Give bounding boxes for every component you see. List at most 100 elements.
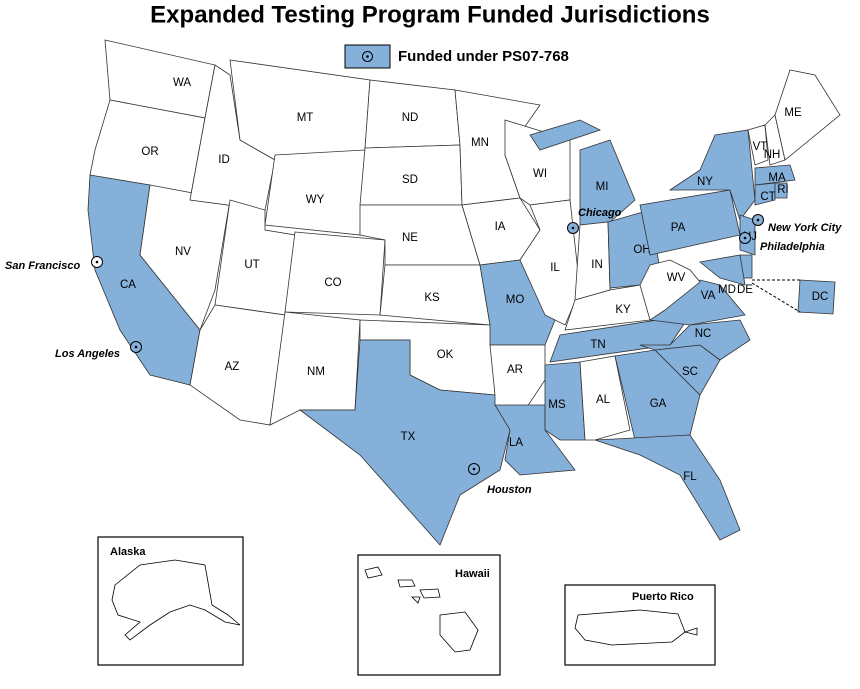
inset-label: Alaska (110, 546, 146, 558)
hawaii-shape (364, 566, 479, 653)
state (544, 361, 586, 441)
state-label: UT (244, 259, 259, 271)
state (754, 182, 776, 206)
legend: Funded under PS07-768 (344, 44, 569, 69)
state-label: ID (218, 154, 230, 166)
state (797, 279, 836, 315)
state (529, 119, 636, 226)
dc-leader (751, 282, 801, 313)
state (594, 434, 741, 541)
legend-marker-dot (366, 55, 369, 58)
state-label: DE (737, 284, 753, 296)
state (579, 355, 631, 441)
city-marker-dot (472, 467, 476, 471)
state-label: CO (324, 277, 341, 289)
city-marker-dot (743, 236, 747, 240)
city-marker-dot (756, 218, 760, 222)
state-label: NH (764, 149, 781, 161)
state (284, 231, 386, 316)
state (298, 339, 511, 546)
state-label: ND (402, 112, 419, 124)
state-label: MS (548, 399, 566, 411)
state-label: TN (590, 339, 605, 351)
alaska-shape (111, 559, 241, 641)
state-label: KS (424, 292, 440, 304)
state-label: OR (141, 146, 158, 158)
state-label: AZ (225, 361, 240, 373)
state-label: PA (671, 222, 686, 234)
state-label: CA (120, 279, 136, 291)
state (189, 64, 276, 211)
state-label: NE (402, 232, 418, 244)
state-label: OK (437, 349, 454, 361)
city-marker-dot (134, 345, 138, 349)
state-label: TX (401, 431, 416, 443)
state-label: MT (297, 112, 314, 124)
state (229, 59, 371, 161)
map-title: Expanded Testing Program Funded Jurisdic… (150, 1, 710, 28)
inset-frame (97, 536, 244, 666)
state-label: AL (596, 394, 611, 406)
city-label: New York City (768, 222, 842, 234)
city-label: Houston (487, 484, 532, 496)
state-label: FL (683, 471, 697, 483)
state-label: IL (550, 262, 560, 274)
state (754, 164, 796, 186)
city-label: San Francisco (5, 260, 80, 272)
state-label: RI (777, 184, 789, 196)
city-marker-dot (95, 260, 99, 264)
inset-frame (564, 584, 716, 666)
state (639, 189, 741, 256)
state (668, 129, 756, 221)
state-label: MO (506, 294, 525, 306)
legend-marker (362, 51, 373, 62)
state-label: DC (812, 291, 829, 303)
puerto-rico-shape (574, 609, 698, 646)
cities: San Francisco Los Angeles Chicago Houston Ne… (5, 207, 842, 496)
state (489, 344, 546, 411)
state-label: CT (760, 191, 775, 203)
state-label: OH (633, 244, 650, 256)
state-label: NC (695, 328, 712, 340)
inset-label: Hawaii (455, 568, 490, 580)
city-label: Chicago (578, 207, 622, 219)
state (639, 319, 751, 361)
legend-label: Funded under PS07-768 (398, 48, 569, 65)
state (264, 149, 366, 236)
state-label: ME (784, 107, 802, 119)
state-label: SC (682, 366, 698, 378)
state-label: SD (402, 174, 418, 186)
city-label: Los Angeles (55, 348, 120, 360)
state-label: MN (471, 137, 489, 149)
state-label: MI (596, 181, 609, 193)
inset-label: Puerto Rico (632, 591, 694, 603)
state-label: VT (753, 141, 768, 153)
state-label: NM (307, 366, 325, 378)
state-label: WY (306, 194, 325, 206)
state-label: VA (701, 290, 716, 302)
insets: Alaska Hawaii Puerto Rico (97, 536, 716, 676)
state-label: WA (173, 77, 191, 89)
state-label: GA (650, 398, 667, 410)
state-label: WI (533, 168, 547, 180)
state (774, 182, 788, 199)
state-label: NV (175, 246, 191, 258)
city-label: Philadelphia (760, 241, 825, 253)
state (774, 69, 841, 161)
state (747, 124, 769, 166)
state-label: NY (697, 176, 713, 188)
state (639, 259, 701, 321)
state-label: WV (667, 272, 686, 284)
states: WA OR CA NV ID MT WY UT AZ CO NM ND SD NE KS OK TX MN IA MO… (87, 39, 841, 546)
state-label: IA (495, 221, 506, 233)
state (614, 349, 701, 441)
city-marker-dot (571, 226, 575, 230)
state (699, 254, 746, 286)
inset-frame (357, 554, 501, 676)
state (519, 199, 581, 326)
state-label: AR (507, 364, 523, 376)
state-label: LA (509, 437, 523, 449)
state-label: KY (615, 304, 631, 316)
state-label: MD (718, 284, 736, 296)
